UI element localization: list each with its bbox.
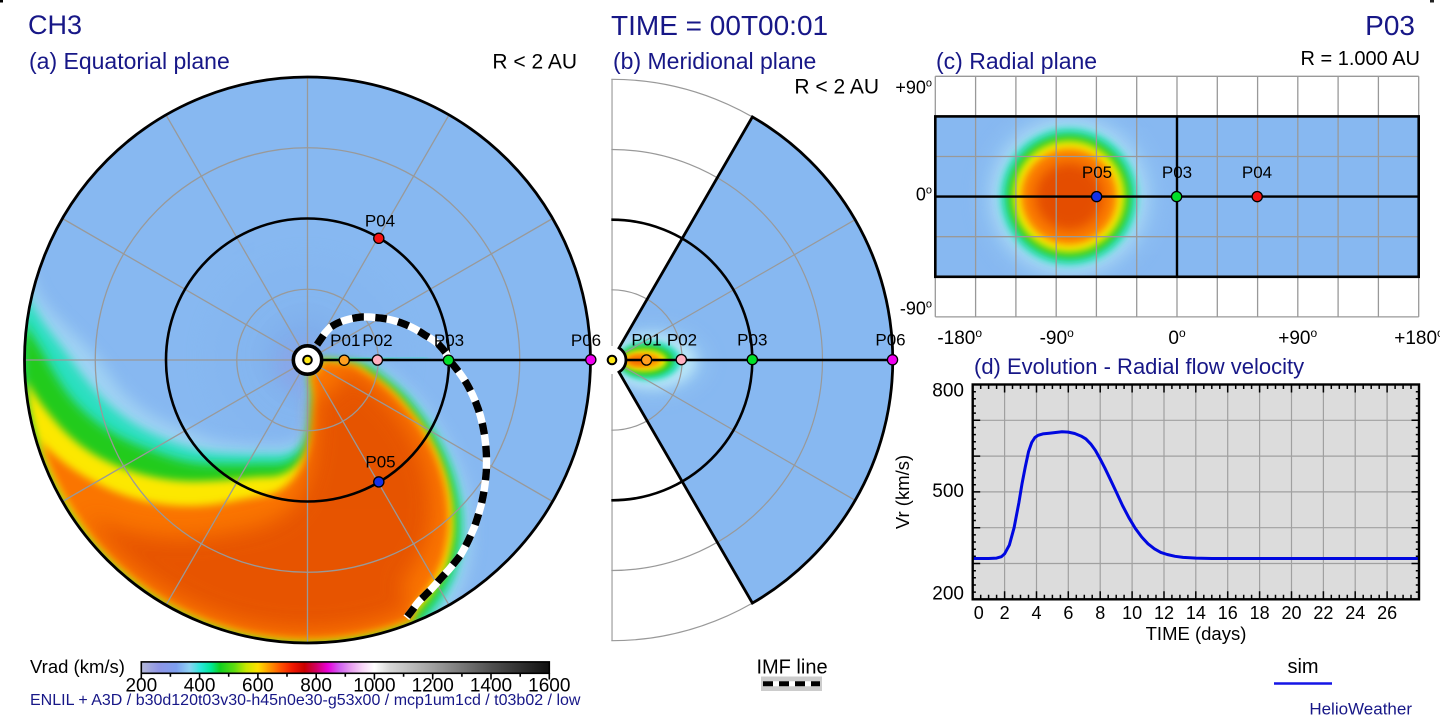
svg-text:P06: P06 — [571, 331, 601, 350]
svg-text:(b) Meridional plane: (b) Meridional plane — [613, 48, 816, 74]
svg-text:-90o: -90o — [1040, 326, 1074, 349]
svg-text:Vrad (km/s): Vrad (km/s) — [30, 656, 125, 677]
svg-text:P03: P03 — [737, 331, 767, 350]
svg-text:16: 16 — [1218, 603, 1238, 623]
svg-text:1600: 1600 — [528, 675, 570, 696]
svg-text:P05: P05 — [365, 453, 395, 472]
svg-text:(a) Equatorial plane: (a) Equatorial plane — [29, 48, 230, 74]
svg-text:-90o: -90o — [900, 299, 932, 319]
svg-text:P06: P06 — [875, 331, 905, 350]
svg-text:1400: 1400 — [470, 675, 512, 696]
svg-text:P02: P02 — [362, 331, 392, 350]
svg-text:P02: P02 — [667, 331, 697, 350]
svg-text:800: 800 — [932, 381, 964, 402]
svg-text:22: 22 — [1313, 603, 1333, 623]
svg-text:1000: 1000 — [353, 675, 395, 696]
svg-text:0o: 0o — [916, 185, 932, 205]
svg-text:TIME = 00T00:01: TIME = 00T00:01 — [611, 10, 828, 41]
svg-text:8: 8 — [1095, 603, 1105, 623]
svg-text:0o: 0o — [1168, 326, 1186, 349]
svg-text:6: 6 — [1063, 603, 1073, 623]
svg-text:+90o: +90o — [895, 78, 932, 98]
svg-text:4: 4 — [1031, 603, 1041, 623]
svg-text:10: 10 — [1122, 603, 1142, 623]
svg-text:P03: P03 — [434, 331, 464, 350]
svg-text:ENLIL + A3D / b30d120t03v30-h4: ENLIL + A3D / b30d120t03v30-h45n0e30-g53… — [30, 692, 581, 709]
svg-text:P05: P05 — [1082, 163, 1112, 182]
svg-text:18: 18 — [1250, 603, 1270, 623]
svg-text:R < 2 AU: R < 2 AU — [794, 75, 879, 98]
svg-text:20: 20 — [1281, 603, 1301, 623]
svg-text:500: 500 — [932, 481, 964, 502]
svg-text:(d) Evolution - Radial flow ve: (d) Evolution - Radial flow velocity — [974, 354, 1304, 379]
svg-text:P04: P04 — [365, 212, 395, 231]
svg-text:26: 26 — [1377, 603, 1397, 623]
svg-text:24: 24 — [1345, 603, 1365, 623]
svg-text:P03: P03 — [1162, 163, 1192, 182]
svg-text:-180o: -180o — [937, 326, 982, 349]
svg-text:(c) Radial plane: (c) Radial plane — [936, 48, 1097, 74]
svg-text:CH3: CH3 — [28, 10, 82, 40]
svg-text:200: 200 — [125, 675, 157, 696]
svg-text:HelioWeather: HelioWeather — [1309, 700, 1412, 719]
svg-text:R < 2 AU: R < 2 AU — [492, 51, 577, 74]
svg-text:+90o: +90o — [1278, 326, 1317, 349]
svg-text:0: 0 — [974, 603, 984, 623]
svg-text:P01: P01 — [330, 331, 360, 350]
svg-text:TIME (days): TIME (days) — [1146, 623, 1247, 644]
svg-text:12: 12 — [1154, 603, 1174, 623]
svg-text:P01: P01 — [631, 331, 661, 350]
svg-text:R = 1.000 AU: R = 1.000 AU — [1300, 48, 1420, 70]
svg-text:P03: P03 — [1365, 10, 1415, 41]
svg-text:400: 400 — [184, 675, 216, 696]
svg-text:+180o: +180o — [1394, 326, 1440, 349]
svg-text:P04: P04 — [1242, 163, 1272, 182]
svg-text:IMF line: IMF line — [756, 657, 827, 679]
svg-text:800: 800 — [300, 675, 332, 696]
svg-text:14: 14 — [1186, 603, 1206, 623]
svg-text:600: 600 — [242, 675, 274, 696]
svg-text:1200: 1200 — [412, 675, 454, 696]
svg-text:2: 2 — [1000, 603, 1010, 623]
svg-text:Vr (km/s): Vr (km/s) — [892, 455, 913, 529]
svg-text:200: 200 — [932, 584, 964, 605]
svg-text:sim: sim — [1287, 656, 1318, 678]
